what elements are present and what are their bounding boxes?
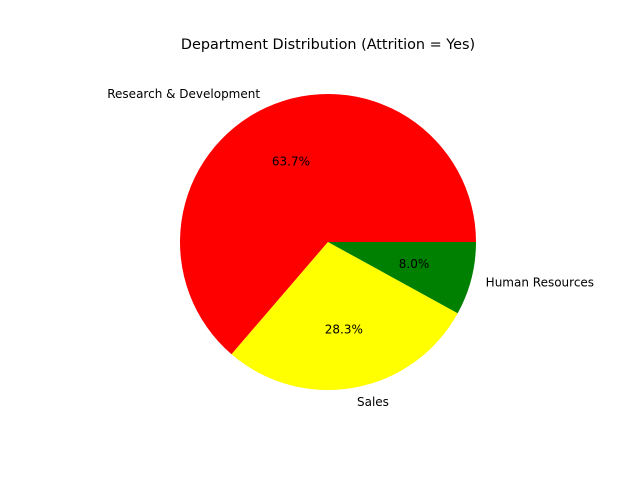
- pie-labels: Research & Development 63.7% Sales 28.3% Hum…: [107, 87, 594, 409]
- slice-research-development: [179, 94, 476, 355]
- slice-human-resources: [328, 242, 476, 314]
- pct-label-research-development: 63.7%: [272, 154, 310, 168]
- slice-sales: [231, 242, 458, 390]
- slice-label-human-resources: Human Resources: [486, 275, 594, 289]
- pie-slices: [179, 94, 476, 390]
- pct-label-human-resources: 8.0%: [399, 257, 430, 271]
- slice-label-sales: Sales: [357, 395, 389, 409]
- slice-label-research-development: Research & Development: [107, 87, 260, 101]
- chart-title: Department Distribution (Attrition = Yes…: [181, 37, 475, 53]
- pct-label-sales: 28.3%: [325, 322, 363, 336]
